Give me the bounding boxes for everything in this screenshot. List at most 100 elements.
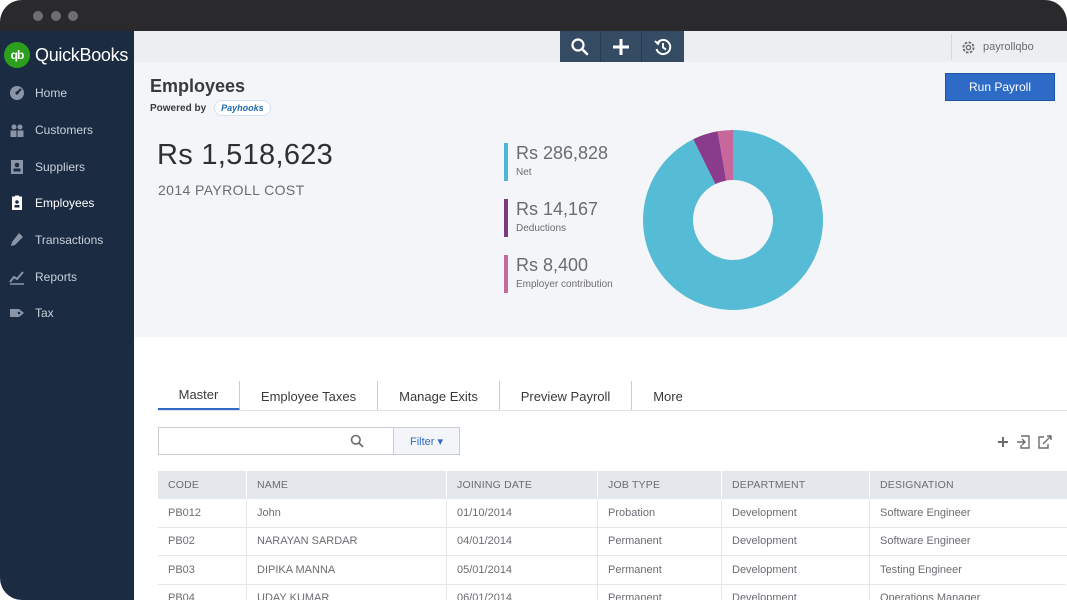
cell-code: PB03 [158,556,247,584]
cell-joining-date: 05/01/2014 [447,556,598,584]
table-row[interactable]: PB02 NARAYAN SARDAR 04/01/2014 Permanent… [158,527,1067,556]
transactions-icon [9,232,25,248]
search-icon[interactable] [350,434,364,448]
suppliers-icon [9,159,25,175]
sidebar-item-reports[interactable]: Reports [0,263,134,291]
cell-designation: Software Engineer [880,535,971,548]
sidebar-item-label: Customers [35,123,94,137]
stat-net: Rs 286,828 Net [504,143,608,181]
table-row[interactable]: PB03 DIPIKA MANNA 05/01/2014 Permanent D… [158,556,1067,585]
donut-slice-employer-contribution[interactable] [717,130,733,181]
employee-tabs: Master Employee Taxes Manage Exits Previ… [158,381,704,411]
stat-label: Net [516,167,532,178]
column-header[interactable]: JOB TYPE [598,471,722,499]
search-input[interactable] [159,428,349,454]
stat-value: Rs 8,400 [516,255,589,275]
cell-joining-date: 04/01/2014 [447,527,598,555]
stat-value: Rs 286,828 [516,143,609,163]
column-header[interactable]: CODE [158,471,247,499]
company-menu[interactable]: payrollqbo [951,34,1049,60]
cell-name: DIPIKA MANNA [247,556,447,584]
plus-icon [997,437,1008,447]
plus-icon [613,38,629,55]
cell-job-type: Permanent [598,556,722,584]
sidebar-item-home[interactable]: Home [0,79,134,107]
cell-designation: Software Engineer [880,506,971,519]
add-employee-button[interactable] [992,433,1013,451]
tab-preview-payroll[interactable]: Preview Payroll [500,381,632,411]
sidebar-item-suppliers[interactable]: Suppliers [0,153,134,181]
stat-label: Deductions [516,223,567,234]
column-header[interactable]: NAME [247,471,447,499]
cell-job-type: Probation [598,499,722,527]
sidebar-item-label: Employees [35,196,95,210]
powered-by: Powered by Payhooks [150,100,271,116]
import-icon [1016,435,1030,449]
reports-icon [9,269,25,285]
tabs-divider [158,410,1067,411]
powered-by-label: Powered by [150,102,207,114]
cell-name: UDAY KUMAR [247,584,447,600]
column-header[interactable]: JOINING DATE [447,471,598,499]
tab-manage-exits[interactable]: Manage Exits [378,381,500,411]
cell-code: PB04 [158,584,247,600]
cell-job-type: Permanent [598,527,722,555]
home-icon [9,85,25,101]
cell-code: PB02 [158,527,247,555]
cell-department: Development [722,499,870,527]
cell-job-type: Permanent [598,584,722,600]
sidebar-item-transactions[interactable]: Transactions [0,226,134,254]
donut-slice-deductions[interactable] [693,131,727,185]
table-actions [992,433,1055,451]
table-row[interactable]: PB012 John 01/10/2014 Probation Developm… [158,499,1067,528]
sidebar-item-label: Tax [35,306,54,320]
payhooks-logo[interactable]: Payhooks [214,100,271,116]
stat-value: Rs 14,167 [516,199,599,219]
tax-icon [9,305,25,321]
cell-code: PB012 [158,499,247,527]
payroll-total-label: 2014 PAYROLL COST [158,182,305,198]
window-control-dot[interactable] [33,11,43,21]
stat-deductions: Rs 14,167 Deductions [504,199,598,237]
sidebar-item-customers[interactable]: Customers [0,116,134,144]
employee-search [158,427,394,455]
search-button[interactable] [560,31,601,62]
payroll-donut-chart[interactable] [638,125,828,315]
sidebar-item-tax[interactable]: Tax [0,299,134,327]
filter-dropdown[interactable]: Filter ▾ [394,427,460,455]
tab-master[interactable]: Master [158,381,240,411]
recent-icon [653,38,671,55]
sidebar-item-employees[interactable]: Employees [0,189,134,217]
column-header[interactable]: DESIGNATION [880,479,954,491]
import-button[interactable] [1013,433,1034,451]
table-row[interactable]: PB04 UDAY KUMAR 06/01/2014 Permanent Dev… [158,584,1067,600]
cell-department: Development [722,556,870,584]
cell-designation: Operations Manager [880,592,981,600]
tab-employee-taxes[interactable]: Employee Taxes [240,381,378,411]
sidebar-item-label: Suppliers [35,160,86,174]
top-bar: payrollqbo [134,31,1067,62]
sidebar-item-label: Home [35,86,68,100]
cell-name: NARAYAN SARDAR [247,527,447,555]
sidebar-item-label: Reports [35,270,78,284]
quickbooks-logo[interactable]: qb QuickBooks [4,41,128,69]
column-header[interactable]: DEPARTMENT [722,471,870,499]
run-payroll-button[interactable]: Run Payroll [945,73,1055,101]
export-button[interactable] [1034,433,1055,451]
company-name: payrollqbo [983,41,1034,53]
export-icon [1037,435,1052,449]
table-header: CODE NAME JOINING DATE JOB TYPE DEPARTME… [158,471,1067,499]
stat-employer-contribution: Rs 8,400 Employer contribution [504,255,613,293]
window-control-dot[interactable] [51,11,61,21]
gear-icon [962,40,975,54]
cell-joining-date: 01/10/2014 [447,499,598,527]
sidebar-item-label: Transactions [35,233,104,247]
search-icon [571,37,589,55]
stat-label: Employer contribution [516,279,613,290]
recent-transactions-button[interactable] [642,31,683,62]
window-control-dot[interactable] [68,11,78,21]
tab-more[interactable]: More [653,388,683,404]
donut-slice-net[interactable] [643,130,823,310]
create-button[interactable] [601,31,642,62]
